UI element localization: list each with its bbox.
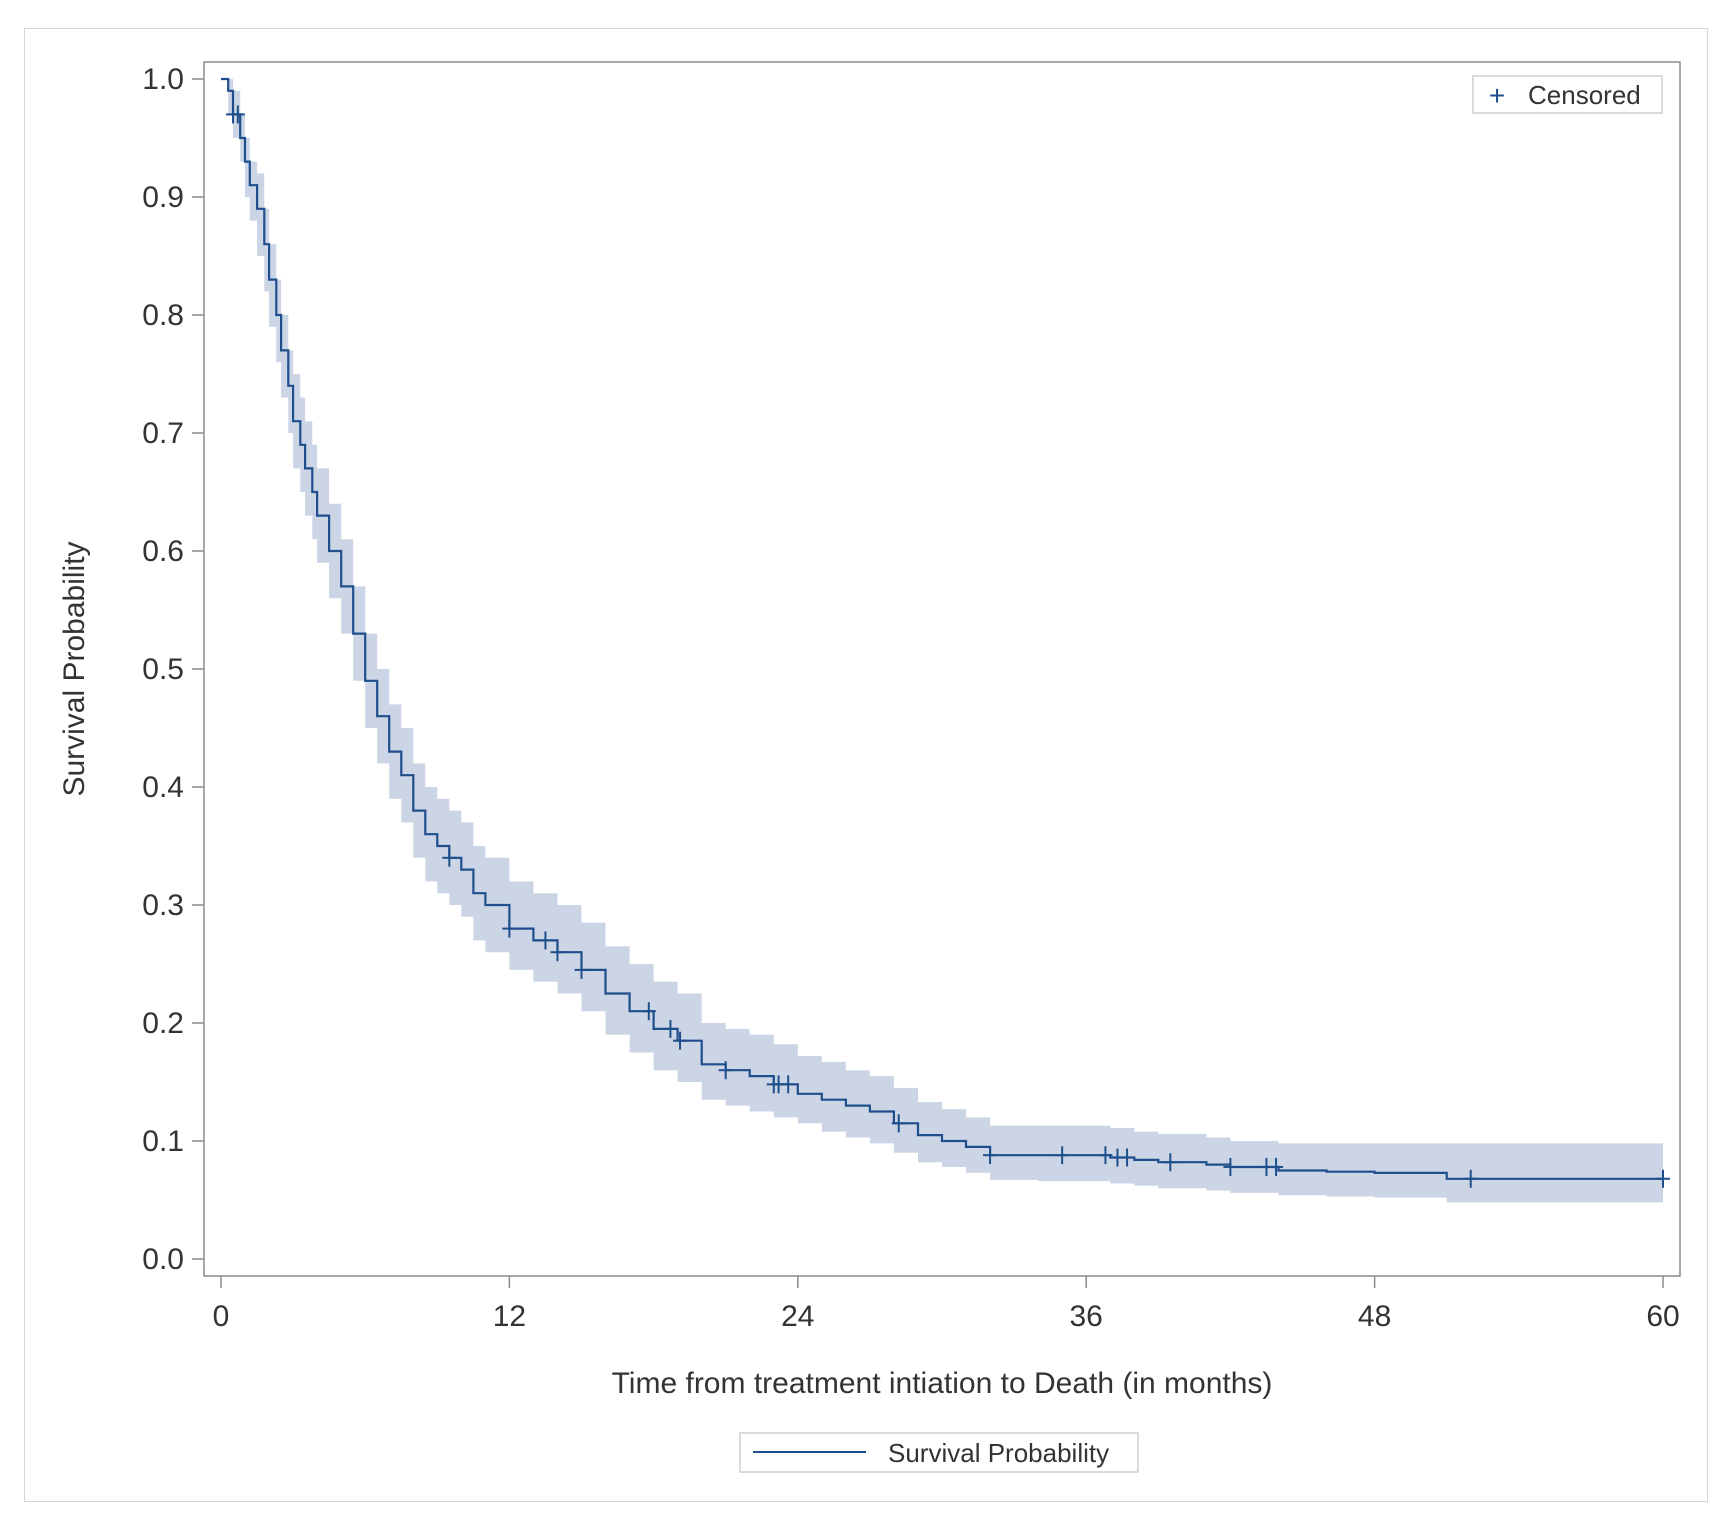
y-tick-label: 0.5 (142, 653, 184, 686)
censored-marker (538, 931, 553, 950)
censored-marker (1656, 1169, 1670, 1188)
censored-marker (1055, 1146, 1070, 1165)
censored-marker (502, 919, 517, 938)
confidence-band-layer (221, 79, 1663, 1203)
x-axis-label: Time from treatment intiation to Death (… (612, 1367, 1273, 1400)
chart-frame (24, 28, 1708, 1502)
y-tick-label: 0.2 (142, 1007, 184, 1040)
censored-marker (1163, 1153, 1178, 1172)
x-axis: 0 12 24 36 48 60 (213, 1276, 1680, 1333)
x-tick-label: 12 (493, 1300, 526, 1333)
censored-marker (442, 848, 457, 867)
y-tick-label: 1.0 (142, 63, 184, 96)
y-tick-label: 0.9 (142, 181, 184, 214)
censored-legend-label: Censored (1528, 80, 1641, 110)
censored-marker (574, 960, 589, 979)
survival-line (221, 77, 1663, 1180)
censored-marker (891, 1114, 906, 1133)
confidence-band (221, 79, 1663, 1203)
censored-legend-box (1472, 75, 1663, 114)
censored-marker (1098, 1146, 1113, 1165)
censored-marker (983, 1146, 998, 1165)
censored-marker (1463, 1169, 1478, 1188)
censored-markers-layer (226, 105, 1670, 1188)
censored-marker (718, 1061, 733, 1080)
survival-legend-label: Survival Probability (888, 1438, 1109, 1468)
x-tick-label: 36 (1070, 1300, 1103, 1333)
x-tick-label: 0 (213, 1300, 230, 1333)
censored-marker (673, 1031, 688, 1050)
censored-marker (1269, 1157, 1284, 1176)
y-axis-label: Survival Probability (58, 541, 91, 796)
censored-marker (1223, 1157, 1238, 1176)
y-tick-label: 0.7 (142, 417, 184, 450)
censored-marker (641, 1002, 656, 1021)
y-tick-label: 0.3 (142, 889, 184, 922)
survival-line-layer (221, 77, 1663, 1180)
survival-legend: Survival Probability (739, 1432, 1139, 1473)
y-tick-label: 0.8 (142, 299, 184, 332)
x-tick-label: 24 (781, 1300, 814, 1333)
censored-legend: + Censored (1472, 75, 1663, 114)
x-tick-label: 48 (1358, 1300, 1391, 1333)
censored-marker (663, 1019, 678, 1038)
y-tick-label: 0.4 (142, 771, 184, 804)
censored-marker (230, 105, 245, 124)
x-tick-label: 60 (1646, 1300, 1679, 1333)
plot-area-border (203, 61, 1681, 1277)
censored-marker (781, 1075, 796, 1094)
y-tick-label: 0.6 (142, 535, 184, 568)
y-tick-label: 0.0 (142, 1243, 184, 1276)
censored-marker (550, 943, 565, 962)
censored-legend-marker-icon: + (1489, 80, 1505, 111)
y-axis: 0.0 0.1 0.2 0.3 0.4 0.5 0.6 0.7 0.8 0.9 1.0 (142, 63, 204, 1276)
censored-marker (1120, 1148, 1135, 1167)
y-tick-label: 0.1 (142, 1125, 184, 1158)
